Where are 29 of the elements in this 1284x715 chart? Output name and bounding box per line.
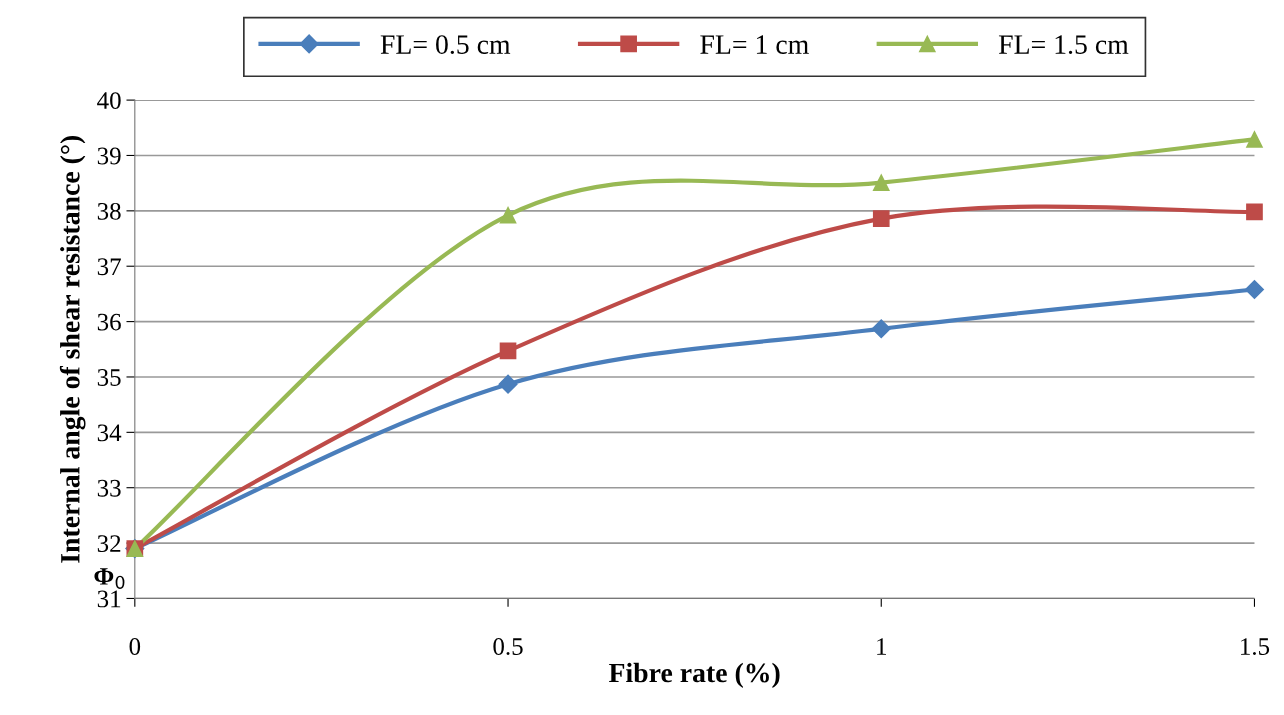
x-tick-label: 0 [129,638,141,655]
y-tick-label: 33 [97,479,121,497]
point [498,374,518,394]
x-tick-label: 1.5 [1241,638,1270,656]
x-tick-label: 1 [877,638,886,655]
point [1244,279,1265,300]
y-tick-label: 36 [97,313,121,331]
x-axis-title: Fibre rate (%) [608,662,780,688]
y-tick-label: 38 [97,202,121,220]
point [872,174,890,191]
y-tick-label: 32 [97,535,121,552]
y-tick-label: 35 [97,369,121,386]
legend-label: FL= 1.5 cm [998,35,1129,55]
point [871,319,891,339]
point [499,206,517,224]
y-tick-label: 31 [97,590,121,608]
y-axis-title: Internal angle of shear resistance (°) [59,135,86,563]
y-tick-label: 39 [97,147,121,165]
y-tick-label: 37 [97,258,121,276]
legend-label: FL= 1 cm [700,35,809,54]
point [1246,203,1263,221]
annotation: Φ$_{0}$ [94,568,125,589]
y-tick-label: 34 [97,424,122,442]
y-tick-label: 40 [97,92,121,110]
point [1246,131,1263,148]
point [499,342,517,360]
point [872,210,890,227]
x-tick-label: 0.5 [493,638,523,656]
legend-label: FL= 0.5 cm [380,35,511,55]
